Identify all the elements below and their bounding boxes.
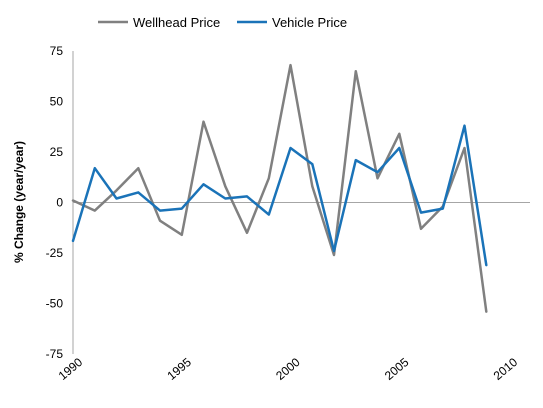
- y-tick-label: 50: [50, 95, 64, 109]
- x-tick-label: 2005: [382, 355, 412, 383]
- legend: Wellhead Price Vehicle Price: [98, 15, 347, 30]
- legend-label: Vehicle Price: [272, 15, 347, 30]
- x-tick-label: 2010: [491, 355, 521, 383]
- y-tick-label: 25: [50, 145, 64, 159]
- x-axis: 1990 1995 2000 2005 2010: [56, 202, 530, 383]
- x-tick-label: 1995: [164, 355, 194, 383]
- series-layer: [71, 63, 488, 313]
- legend-label: Wellhead Price: [133, 15, 220, 30]
- y-tick-label: 0: [56, 196, 63, 210]
- x-tick-label: 2000: [273, 355, 303, 383]
- legend-item: Wellhead Price: [98, 15, 220, 30]
- y-tick-label: -75: [46, 347, 64, 361]
- y-axis-title: % Change (year/year): [12, 141, 26, 263]
- series-line-wellhead-price: [71, 63, 488, 313]
- y-tick-label: -50: [46, 297, 64, 311]
- y-axis: 75 50 25 0 -25 -50 -75: [46, 44, 74, 361]
- legend-item: Vehicle Price: [237, 15, 347, 30]
- y-tick-label: 75: [50, 44, 64, 58]
- y-tick-label: -25: [46, 246, 64, 260]
- series-line-vehicle-price: [71, 124, 488, 267]
